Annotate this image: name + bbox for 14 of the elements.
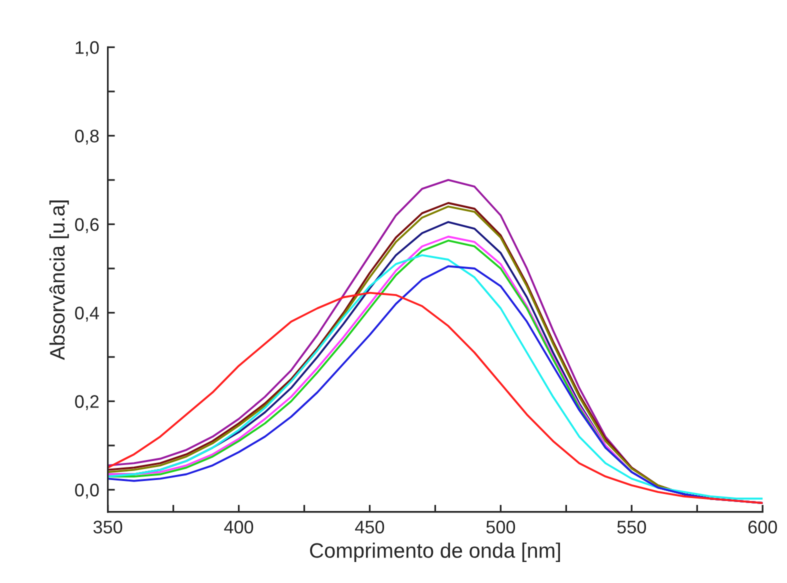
x-tick-label: 500 — [486, 520, 516, 534]
y-tick-label: 0,6 — [75, 218, 99, 234]
x-tick-label: 600 — [748, 520, 777, 534]
x-tick-label: 450 — [355, 520, 384, 534]
y-tick-label: 0,0 — [75, 484, 99, 499]
x-axis-title: Comprimento de onda [nm] — [310, 542, 560, 562]
x-tick-label: 550 — [617, 520, 646, 534]
y-axis-title: Absorvância [u.a] — [49, 200, 69, 360]
y-tick-label: 1,0 — [76, 41, 99, 56]
y-tick-label: 0,2 — [75, 395, 99, 410]
y-tick-label: 0,8 — [75, 130, 99, 145]
x-tick-label: 400 — [224, 520, 254, 534]
y-tick-label: 0,4 — [75, 306, 99, 322]
x-tick-label: 350 — [93, 520, 122, 534]
